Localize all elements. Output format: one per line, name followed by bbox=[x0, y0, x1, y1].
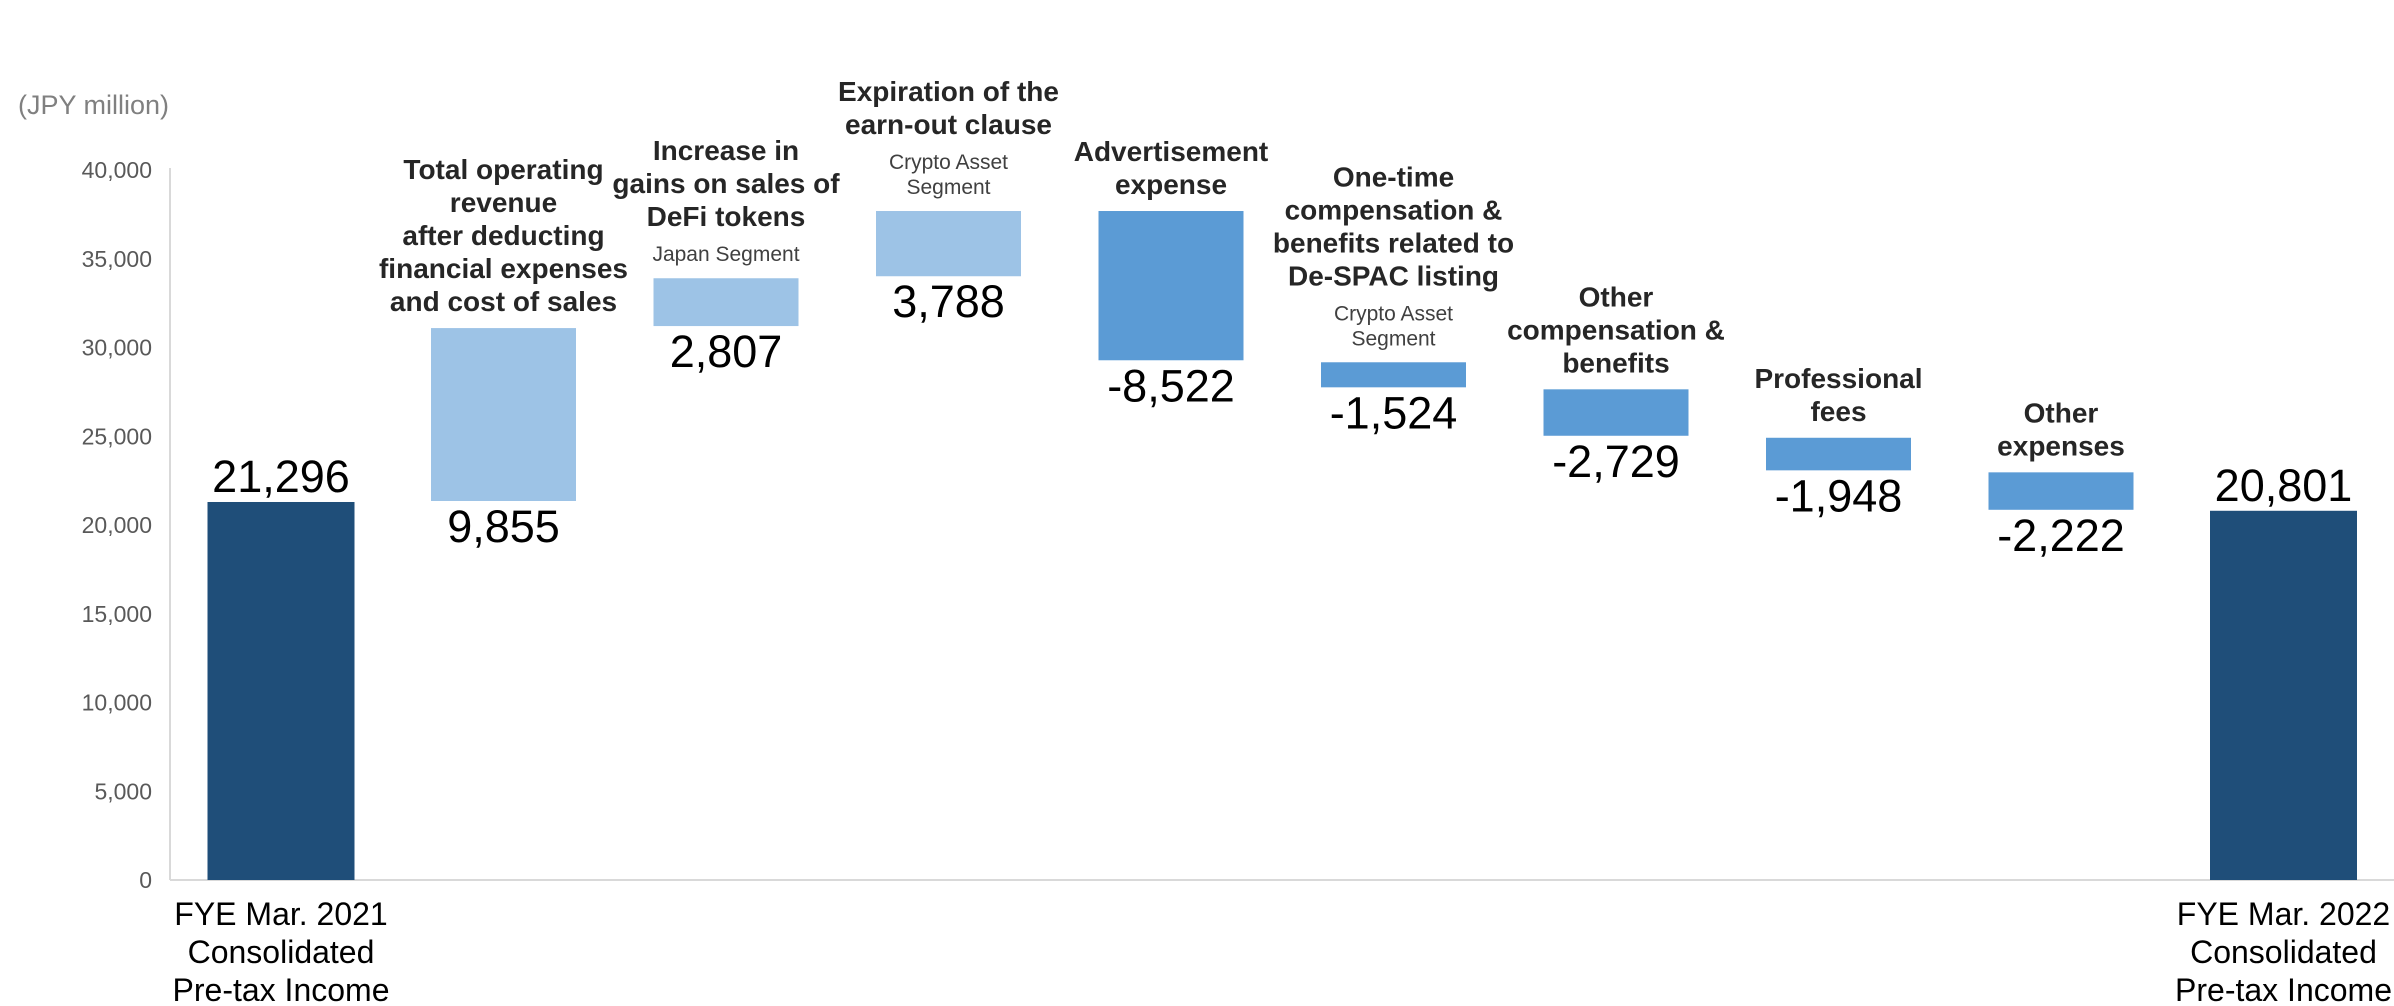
bar-title-line: DeFi tokens bbox=[647, 201, 806, 232]
bar-total bbox=[207, 501, 355, 880]
bar-title-line: gains on sales of bbox=[612, 168, 840, 199]
bar-title-line: Other bbox=[1579, 281, 1654, 312]
y-tick-label: 0 bbox=[139, 867, 152, 893]
bar-segment-line: Crypto Asset bbox=[1334, 302, 1453, 325]
bar-total bbox=[2210, 510, 2357, 880]
bar-decrease bbox=[1986, 470, 2136, 512]
bar-decrease bbox=[1764, 435, 1913, 473]
bar-title-line: compensation & bbox=[1507, 314, 1725, 345]
y-tick-label: 40,000 bbox=[82, 157, 152, 183]
bar-title-line: after deducting bbox=[402, 220, 604, 251]
bar-title-line: expenses bbox=[1997, 430, 2125, 461]
bar-title-line: financial expenses bbox=[379, 253, 628, 284]
y-tick-label: 25,000 bbox=[82, 423, 152, 449]
bar-title-line: Other bbox=[2024, 397, 2099, 428]
bar-title-line: benefits related to bbox=[1273, 227, 1514, 258]
y-tick-label: 5,000 bbox=[94, 778, 152, 804]
y-tick-label: 10,000 bbox=[82, 690, 152, 716]
x-axis-label: Consolidated bbox=[2190, 934, 2377, 970]
bar-title-line: benefits bbox=[1562, 347, 1669, 378]
y-tick-label: 20,000 bbox=[82, 512, 152, 538]
x-axis-label: FYE Mar. 2021 bbox=[174, 896, 387, 932]
bar-segment-line: Japan Segment bbox=[652, 243, 799, 266]
bar-title-line: De-SPAC listing bbox=[1288, 260, 1499, 291]
bar-value-label: 2,807 bbox=[670, 326, 783, 377]
bar-segment-line: Segment bbox=[1351, 327, 1435, 350]
bar-title-line: fees bbox=[1810, 396, 1866, 427]
y-tick-label: 35,000 bbox=[82, 246, 152, 272]
bar-value-label: -8,522 bbox=[1107, 360, 1235, 411]
bar-value-label: -1,948 bbox=[1775, 470, 1903, 521]
chart-bars bbox=[207, 209, 2357, 880]
bar-title-line: expense bbox=[1115, 169, 1227, 200]
bar-decrease bbox=[1096, 209, 1246, 363]
bar-title-line: One-time bbox=[1333, 161, 1454, 192]
bar-increase bbox=[651, 276, 801, 329]
bar-segment-line: Segment bbox=[906, 176, 990, 199]
bar-title-line: Advertisement bbox=[1074, 136, 1269, 167]
bar-title-line: Professional bbox=[1754, 363, 1922, 394]
bar-value-label: 20,801 bbox=[2215, 460, 2353, 511]
bar-title-line: Total operating bbox=[403, 154, 603, 185]
y-tick-label: 15,000 bbox=[82, 601, 152, 627]
bar-value-label: 3,788 bbox=[892, 276, 1005, 327]
bar-decrease bbox=[1319, 360, 1468, 390]
bar-title-line: and cost of sales bbox=[390, 286, 617, 317]
bar-title-line: earn-out clause bbox=[845, 109, 1052, 140]
bar-value-label: 9,855 bbox=[447, 501, 560, 552]
y-axis-unit-label: (JPY million) bbox=[18, 90, 169, 120]
x-axis-label: FYE Mar. 2022 bbox=[2177, 896, 2390, 932]
bar-title-line: Expiration of the bbox=[838, 76, 1059, 107]
bar-decrease bbox=[1541, 387, 1691, 438]
x-axis-label: Pre-tax Income bbox=[173, 972, 390, 1006]
bar-value-label: -2,222 bbox=[1997, 510, 2125, 561]
x-axis-label: Pre-tax Income bbox=[2175, 972, 2392, 1006]
bar-value-label: -2,729 bbox=[1552, 436, 1680, 487]
y-tick-label: 30,000 bbox=[82, 335, 152, 361]
bar-increase bbox=[874, 209, 1023, 279]
bar-title-line: revenue bbox=[450, 187, 557, 218]
bar-title-line: Increase in bbox=[653, 135, 799, 166]
x-axis-label: Consolidated bbox=[188, 934, 375, 970]
bar-value-label: 21,296 bbox=[212, 451, 350, 502]
bar-title-line: compensation & bbox=[1285, 194, 1503, 225]
bar-value-label: -1,524 bbox=[1330, 387, 1458, 438]
bar-increase bbox=[429, 326, 578, 503]
chart-axes: 0 5,000 10,000 15,000 20,000 25,000 30,000 35,0… bbox=[82, 157, 2394, 893]
bar-segment-line: Crypto Asset bbox=[889, 151, 1008, 174]
